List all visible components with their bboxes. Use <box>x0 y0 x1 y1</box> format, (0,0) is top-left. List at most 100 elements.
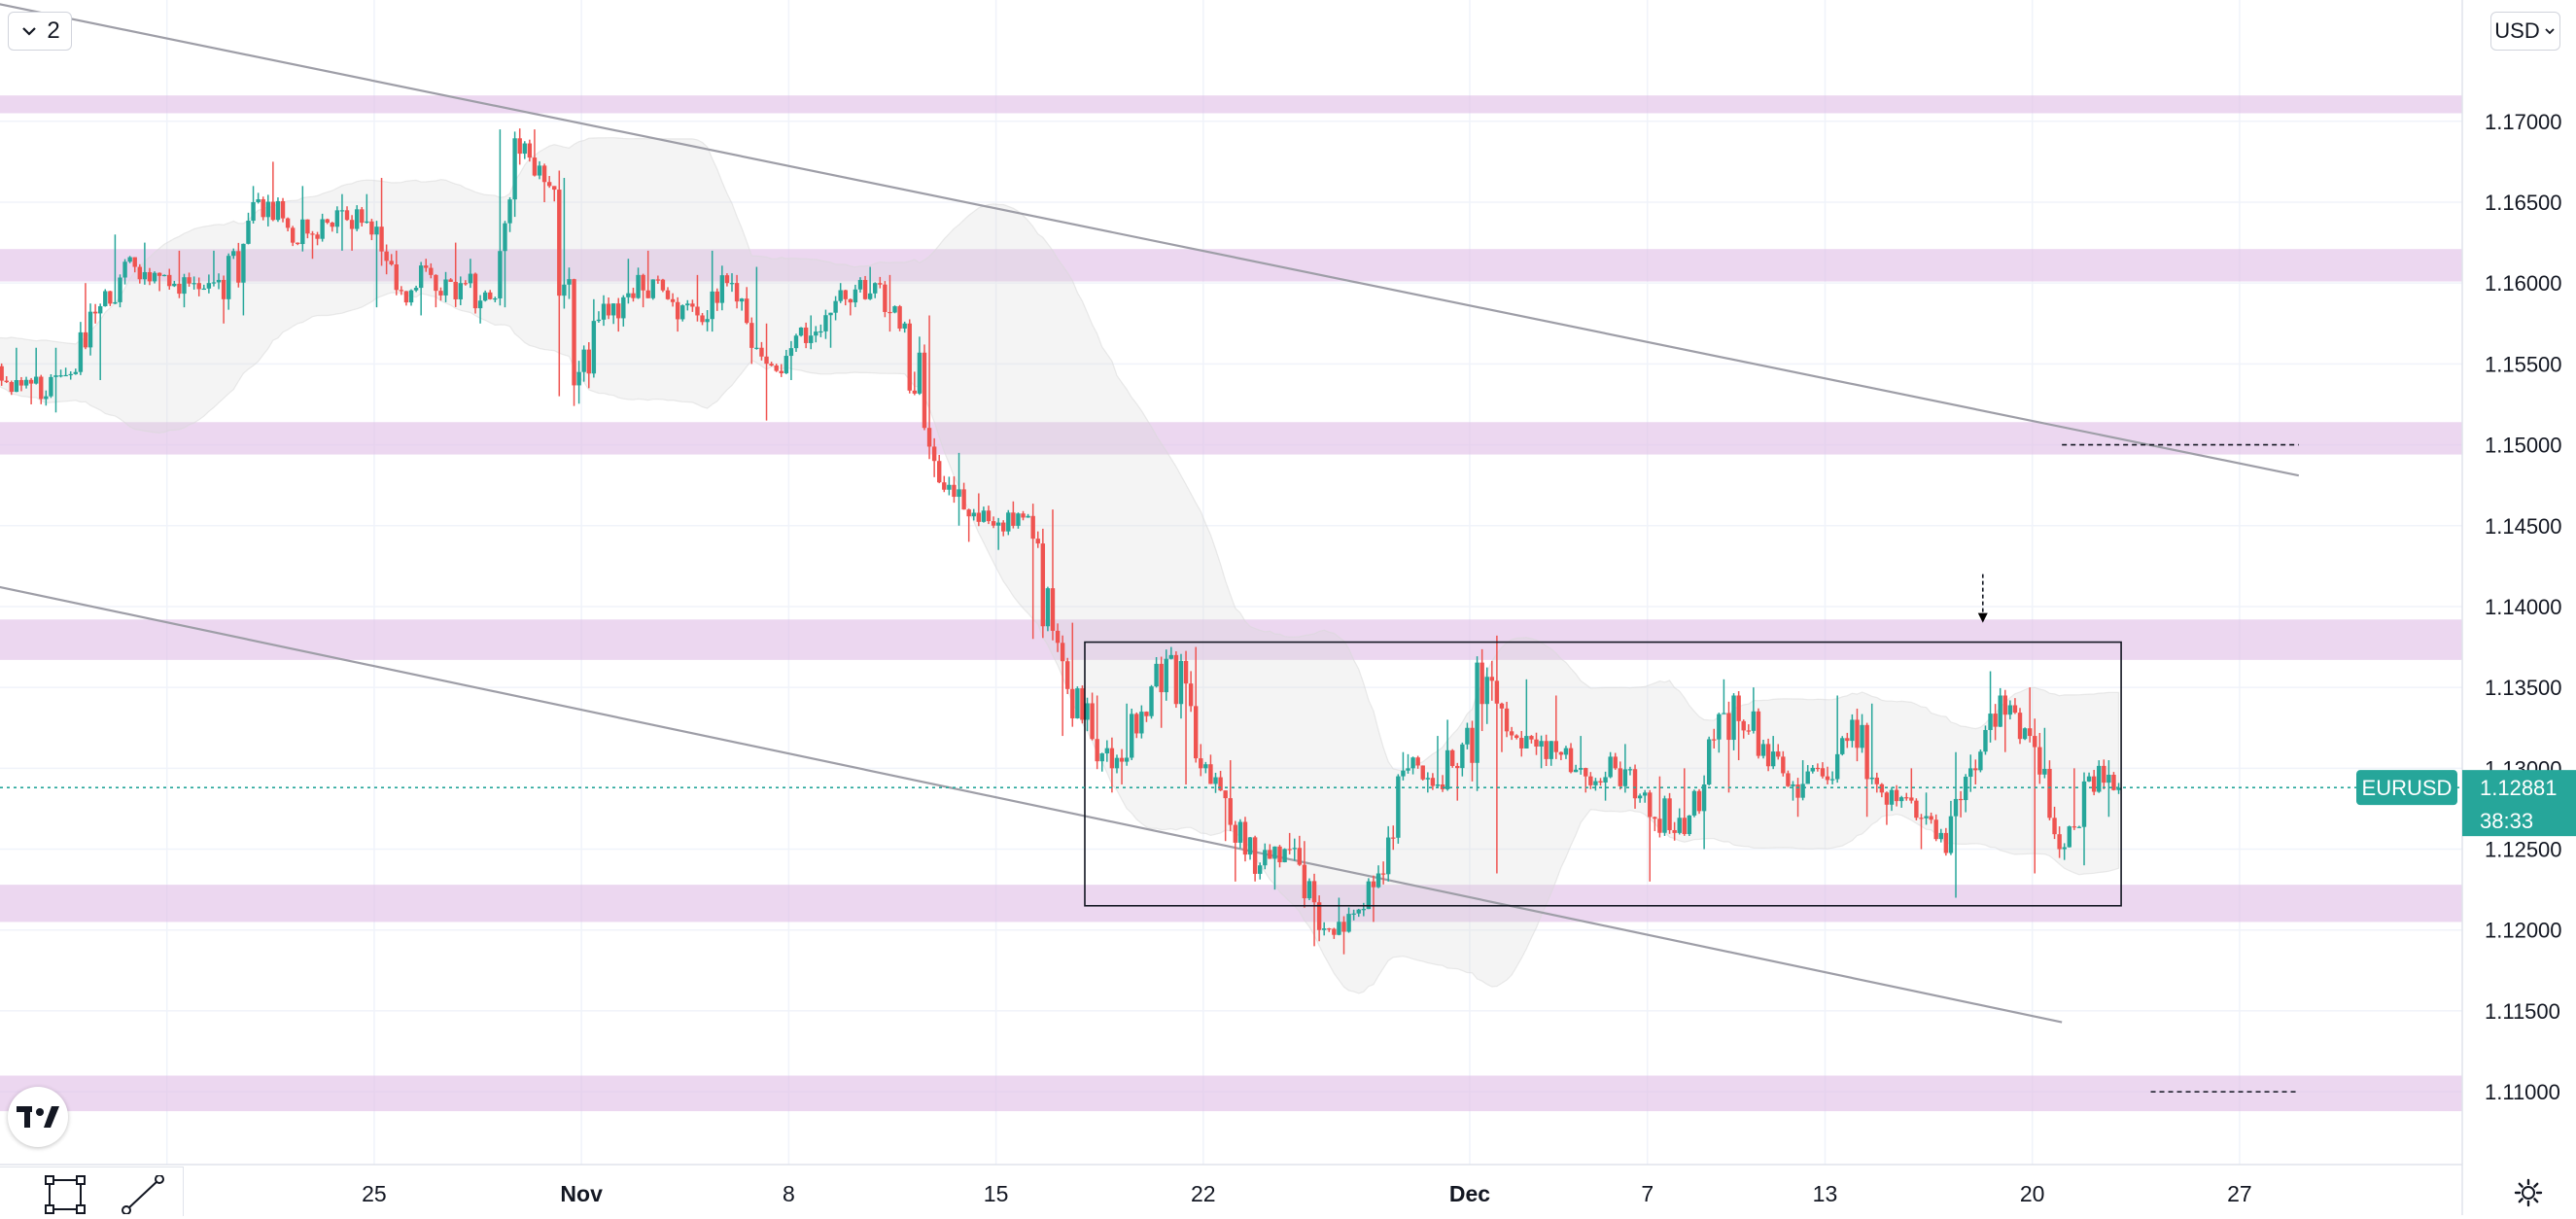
candle <box>152 271 157 284</box>
candle-body <box>1608 756 1613 778</box>
candle <box>867 266 873 300</box>
collapse-indicators-button[interactable]: 2 <box>8 12 72 51</box>
candle <box>280 197 286 223</box>
candle <box>814 326 818 343</box>
candle <box>1134 712 1139 739</box>
candle <box>675 296 680 332</box>
candle <box>315 231 320 246</box>
candle-body <box>1948 816 1954 853</box>
candle <box>443 271 448 302</box>
candle-body <box>58 375 63 377</box>
candle <box>78 322 84 375</box>
candle-body <box>2081 781 2087 827</box>
candle-body <box>1130 714 1134 758</box>
candle-body <box>833 300 838 313</box>
candle <box>2102 759 2106 789</box>
candle-body <box>1924 816 1929 818</box>
candle <box>818 324 823 337</box>
chart-settings-button[interactable] <box>2510 1174 2547 1211</box>
rectangle-tool-button[interactable] <box>43 1175 87 1214</box>
candle <box>2042 727 2047 779</box>
candle <box>1563 746 1569 759</box>
candle-body <box>403 291 409 303</box>
candle-body <box>947 484 952 490</box>
candle-body <box>1677 818 1682 833</box>
candle <box>187 272 191 287</box>
candle-body <box>680 305 685 320</box>
candle <box>1919 814 1924 850</box>
candle-body <box>187 277 191 284</box>
candle <box>1529 735 1534 744</box>
candle-body <box>2027 728 2033 737</box>
candle <box>512 131 517 218</box>
candle <box>296 242 300 246</box>
candle-body <box>1194 706 1199 759</box>
candle <box>1622 744 1628 793</box>
candle <box>1099 752 1104 772</box>
x-tick-label: 8 <box>783 1181 795 1206</box>
candle <box>241 243 246 316</box>
currency-select[interactable]: USD <box>2490 12 2560 51</box>
candle-body <box>1449 749 1455 766</box>
candle <box>1346 907 1351 933</box>
y-tick-label: 1.14000 <box>2485 595 2562 619</box>
candle <box>1648 789 1653 882</box>
trendline[interactable] <box>0 0 2300 477</box>
consolidation-rectangle[interactable] <box>1084 641 2122 907</box>
candle <box>389 254 394 266</box>
candle-body <box>2052 818 2057 835</box>
candle <box>1637 793 1643 803</box>
candle <box>685 299 690 311</box>
candle <box>1213 772 1218 793</box>
candle <box>256 192 261 204</box>
candle <box>922 344 927 431</box>
candle <box>1203 761 1208 774</box>
candle-body <box>1070 688 1075 718</box>
candle-body <box>922 352 927 429</box>
trendline[interactable] <box>0 566 2063 1024</box>
candle-body <box>1988 714 1993 730</box>
trendlines[interactable] <box>0 0 2300 1024</box>
candle-body <box>754 347 759 349</box>
candle-body <box>1998 695 2002 727</box>
candle <box>1519 730 1524 757</box>
candle <box>1722 679 1726 714</box>
candle-body <box>665 290 671 299</box>
candle-body <box>468 273 473 284</box>
tradingview-logo[interactable]: TV <box>8 1087 68 1147</box>
candle <box>961 482 966 510</box>
drawing-overlays[interactable] <box>0 443 2462 1093</box>
trendline-tool-button[interactable] <box>121 1174 165 1215</box>
candle <box>1401 751 1406 781</box>
candle-body <box>9 382 15 393</box>
candle-body <box>660 279 666 291</box>
candle <box>1104 740 1110 762</box>
candle-body <box>1786 773 1791 786</box>
candle-body <box>1909 797 1914 801</box>
candle <box>1258 862 1263 880</box>
candle-body <box>448 279 453 282</box>
candle <box>1006 509 1011 536</box>
candle-body <box>1904 797 1909 799</box>
candle <box>33 347 39 385</box>
candle <box>774 364 779 372</box>
candle-body <box>1114 757 1120 769</box>
candle <box>695 274 700 322</box>
candle <box>1119 749 1125 784</box>
candle <box>1499 702 1505 752</box>
candle-body <box>1800 784 1805 798</box>
candle <box>1420 765 1425 781</box>
candle <box>581 345 586 382</box>
candle <box>1549 741 1553 766</box>
x-tick-label: 27 <box>2227 1181 2252 1206</box>
candle <box>1578 736 1584 775</box>
candle-body <box>1914 800 1919 818</box>
candle <box>902 321 907 333</box>
candle-body <box>1573 769 1579 773</box>
candle-body <box>1864 724 1869 780</box>
candle <box>1341 916 1346 955</box>
candle-body <box>1869 777 1874 780</box>
candle-body <box>488 292 493 299</box>
candle <box>1445 719 1450 791</box>
